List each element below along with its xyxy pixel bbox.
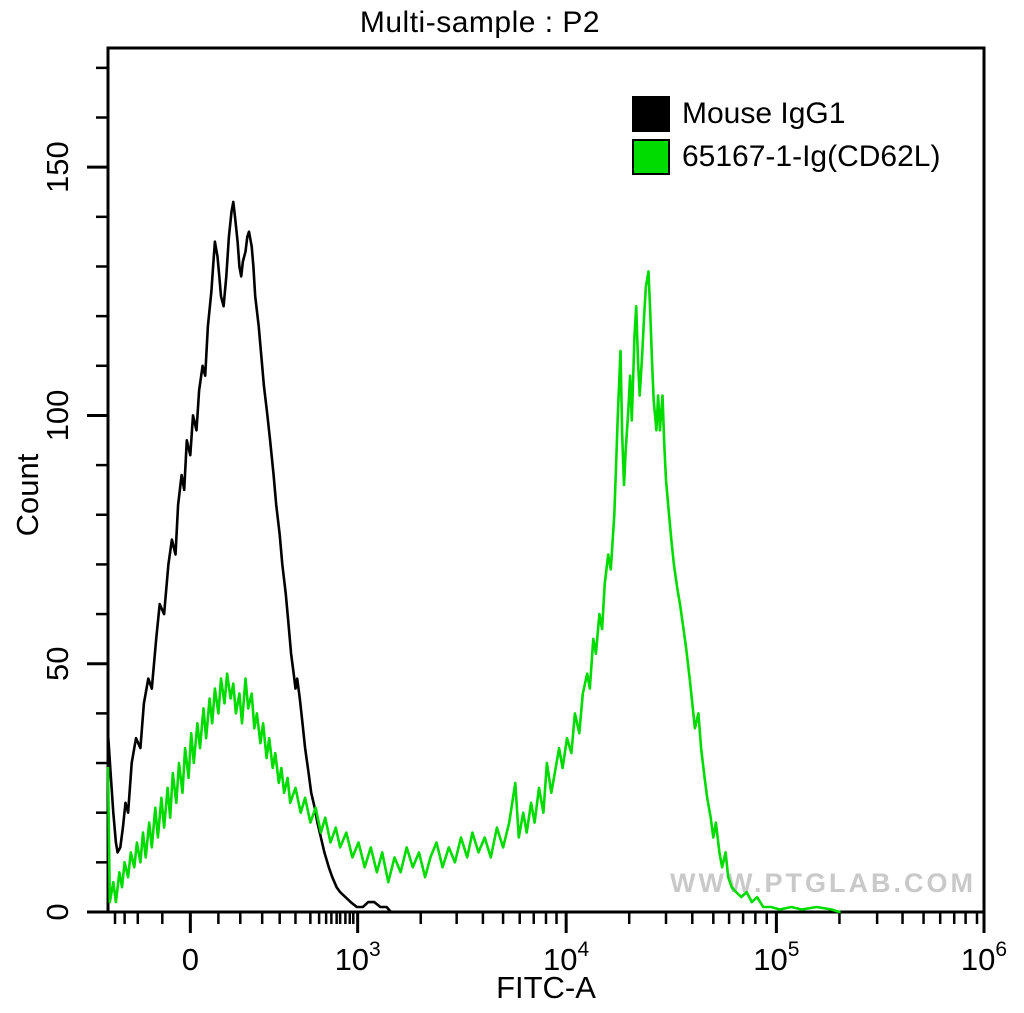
x-axis-tick-label: 104 <box>543 938 589 977</box>
legend-label-mouse-igg1: Mouse IgG1 <box>682 97 846 130</box>
legend-swatch-green <box>632 139 670 175</box>
chart-title: Multi-sample : P2 <box>359 6 601 39</box>
y-axis-tick-label: 50 <box>40 646 75 680</box>
legend: Mouse IgG1 65167-1-Ig(CD62L) <box>632 96 940 182</box>
y-axis-title: Count <box>10 453 45 537</box>
curve-65167-1-ig-cd62l <box>106 270 841 914</box>
legend-item-cd62l: 65167-1-Ig(CD62L) <box>632 139 940 175</box>
y-axis-tick-label: 0 <box>40 903 75 920</box>
x-axis-tick-label: 105 <box>753 938 799 977</box>
x-axis-tick-label: 0 <box>182 942 199 977</box>
curve-mouse-igg1 <box>106 200 393 914</box>
x-axis-tick-label: 106 <box>961 938 1007 977</box>
x-axis-tick-label: 103 <box>335 938 381 977</box>
watermark: WWW.PTGLAB.COM <box>670 868 976 898</box>
y-axis-tick-label: 100 <box>40 390 75 442</box>
legend-swatch-black <box>632 96 670 132</box>
legend-item-mouse-igg1: Mouse IgG1 <box>632 96 940 132</box>
x-axis-title: FITC-A <box>496 970 596 1005</box>
y-axis-tick-label: 150 <box>40 141 75 193</box>
legend-label-cd62l: 65167-1-Ig(CD62L) <box>682 140 941 173</box>
